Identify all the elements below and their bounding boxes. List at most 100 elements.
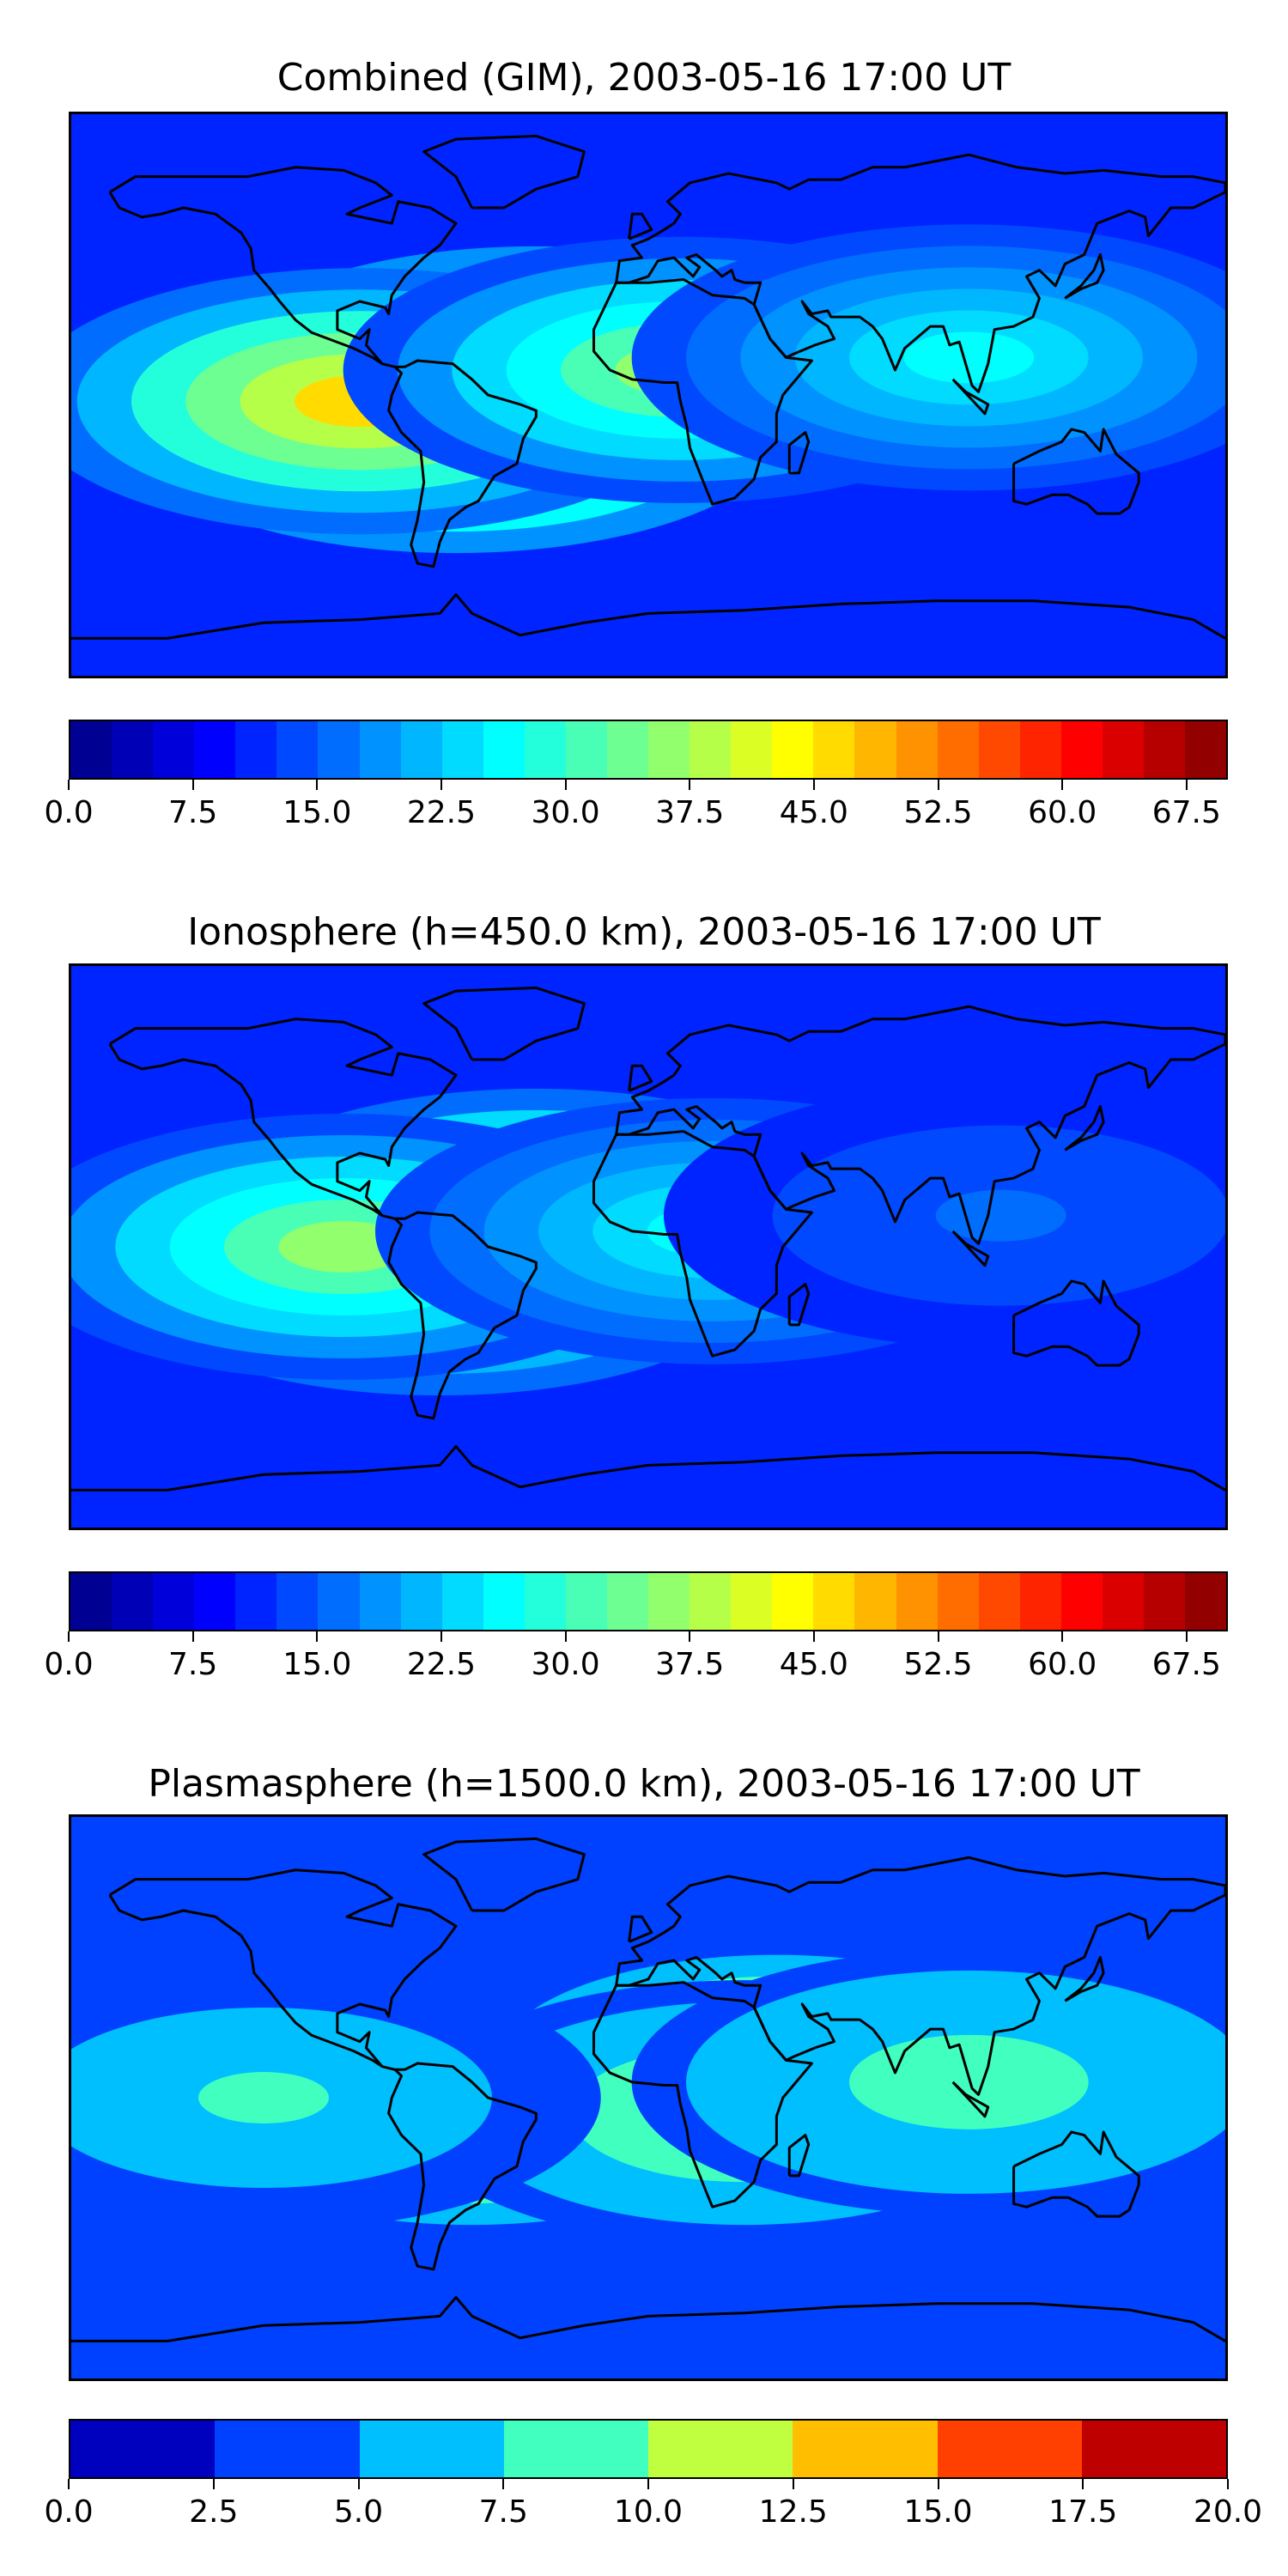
colorbar-tick bbox=[357, 2479, 360, 2489]
colorbar-ticks: 0.0 7.5 15.0 22.5 30.0 37.5 45.0 52.5 60.0 67.5 bbox=[44, 780, 1228, 831]
colorbar-segment bbox=[854, 721, 896, 778]
colorbar-segment bbox=[1060, 721, 1103, 778]
colorbar-segment bbox=[1185, 721, 1227, 778]
colorbar-segment bbox=[215, 2421, 360, 2477]
colorbar-segment bbox=[565, 721, 608, 778]
colorbar-tick bbox=[68, 780, 70, 790]
colorbar-tick-label: 52.5 bbox=[903, 1647, 973, 1682]
colorbar-tick bbox=[564, 780, 567, 790]
colorbar-segment bbox=[1019, 1573, 1061, 1630]
coastline bbox=[592, 278, 813, 506]
colorbar-segment bbox=[70, 1573, 112, 1630]
coastline bbox=[71, 593, 1225, 640]
colorbar-tick bbox=[689, 780, 691, 790]
colorbar-segment bbox=[772, 1573, 814, 1630]
coastline bbox=[108, 166, 538, 568]
coastline bbox=[628, 1915, 653, 1943]
chart-title: Plasmasphere (h=1500.0 km), 2003-05-16 1… bbox=[148, 1762, 1140, 1806]
contour-region bbox=[903, 331, 1035, 384]
colorbar-tick-label: 37.5 bbox=[655, 1647, 725, 1682]
coastline bbox=[1064, 1105, 1105, 1151]
colorbar-tick bbox=[1061, 780, 1064, 790]
colorbar-tick bbox=[440, 1631, 442, 1642]
coastline bbox=[628, 212, 653, 240]
colorbar-segment bbox=[112, 1573, 154, 1630]
colorbar-tick bbox=[440, 780, 442, 790]
colorbar-segment bbox=[648, 2421, 793, 2477]
colorbar-tick bbox=[689, 1631, 691, 1642]
colorbar-segment bbox=[937, 2421, 1082, 2477]
colorbar-segment bbox=[978, 1573, 1020, 1630]
colorbar-segment bbox=[524, 721, 566, 778]
colorbar-segment bbox=[1185, 1573, 1227, 1630]
colorbar-tick-label: 45.0 bbox=[779, 1647, 848, 1682]
colorbar-segment bbox=[359, 2421, 504, 2477]
colorbar-segment bbox=[937, 721, 979, 778]
colorbar-segment bbox=[483, 1573, 525, 1630]
colorbar-tick-label: 67.5 bbox=[1151, 795, 1221, 830]
colorbar-tick bbox=[564, 1631, 567, 1642]
colorbar-tick bbox=[68, 2479, 70, 2489]
colorbar-segment bbox=[70, 721, 112, 778]
colorbar-segment bbox=[690, 1573, 732, 1630]
colorbar-segment bbox=[276, 721, 319, 778]
colorbar-tick bbox=[191, 1631, 194, 1642]
colorbar-tick bbox=[1227, 2479, 1229, 2489]
colorbar-tick bbox=[937, 1631, 939, 1642]
colorbar-tick bbox=[502, 2479, 505, 2489]
colorbar-segment bbox=[235, 721, 277, 778]
colorbar-tick-label: 15.0 bbox=[283, 1647, 352, 1682]
colorbar-tick-label: 0.0 bbox=[44, 1647, 94, 1682]
colorbar-segment bbox=[896, 721, 938, 778]
coastline bbox=[951, 378, 990, 416]
map-plot bbox=[69, 112, 1228, 678]
colorbar-tick-label: 20.0 bbox=[1193, 2494, 1263, 2530]
coastline bbox=[108, 1018, 538, 1420]
colorbar-segment bbox=[565, 1573, 608, 1630]
colorbar-tick-label: 17.5 bbox=[1048, 2494, 1118, 2530]
coastline bbox=[1064, 253, 1105, 300]
colorbar-segment bbox=[896, 1573, 938, 1630]
coastline bbox=[71, 2296, 1225, 2342]
colorbar-tick bbox=[937, 2479, 939, 2489]
colorbar-segment bbox=[813, 1573, 855, 1630]
colorbar-segment bbox=[648, 1573, 690, 1630]
colorbar-segment bbox=[70, 2421, 216, 2477]
colorbar-tick bbox=[812, 1631, 815, 1642]
colorbar-tick-label: 5.0 bbox=[333, 2494, 384, 2530]
map-svg bbox=[71, 1817, 1225, 2379]
colorbar-segment bbox=[194, 1573, 236, 1630]
colorbar-tick-label: 7.5 bbox=[168, 795, 218, 830]
coastline bbox=[1064, 1956, 1105, 2002]
coastline bbox=[951, 2081, 990, 2118]
colorbar-segment bbox=[359, 1573, 401, 1630]
colorbar-segment bbox=[607, 1573, 649, 1630]
colorbar-tick bbox=[1185, 780, 1188, 790]
coastline bbox=[592, 1981, 813, 2208]
colorbar-tick-label: 15.0 bbox=[903, 2494, 973, 2530]
colorbar-segment bbox=[1019, 721, 1061, 778]
colorbar-segment bbox=[1144, 1573, 1186, 1630]
contour-region bbox=[198, 2072, 329, 2123]
colorbar-segment bbox=[648, 721, 690, 778]
colorbar-segment bbox=[1081, 2421, 1226, 2477]
coastline bbox=[615, 1856, 1225, 2096]
colorbar-segment bbox=[441, 721, 483, 778]
colorbar-segment bbox=[731, 721, 773, 778]
colorbar-segment bbox=[1102, 721, 1145, 778]
chart-title: Combined (GIM), 2003-05-16 17:00 UT bbox=[276, 56, 1012, 100]
colorbar-segment bbox=[607, 721, 649, 778]
colorbar-segment bbox=[400, 721, 442, 778]
coastline bbox=[1012, 2130, 1140, 2218]
coastline bbox=[422, 986, 586, 1061]
colorbar-segment bbox=[153, 1573, 195, 1630]
colorbar-segment bbox=[153, 721, 195, 778]
colorbar-tick bbox=[1185, 1631, 1188, 1642]
colorbar-segment bbox=[978, 721, 1020, 778]
colorbar-ticks: 0.0 7.5 15.0 22.5 30.0 37.5 45.0 52.5 60.0 67.5 bbox=[44, 1631, 1228, 1683]
coastline bbox=[787, 431, 811, 475]
colorbar-tick-label: 37.5 bbox=[655, 795, 725, 830]
colorbar-segment bbox=[318, 1573, 360, 1630]
colorbar-tick-label: 0.0 bbox=[44, 2494, 94, 2530]
coastline bbox=[628, 1064, 653, 1092]
